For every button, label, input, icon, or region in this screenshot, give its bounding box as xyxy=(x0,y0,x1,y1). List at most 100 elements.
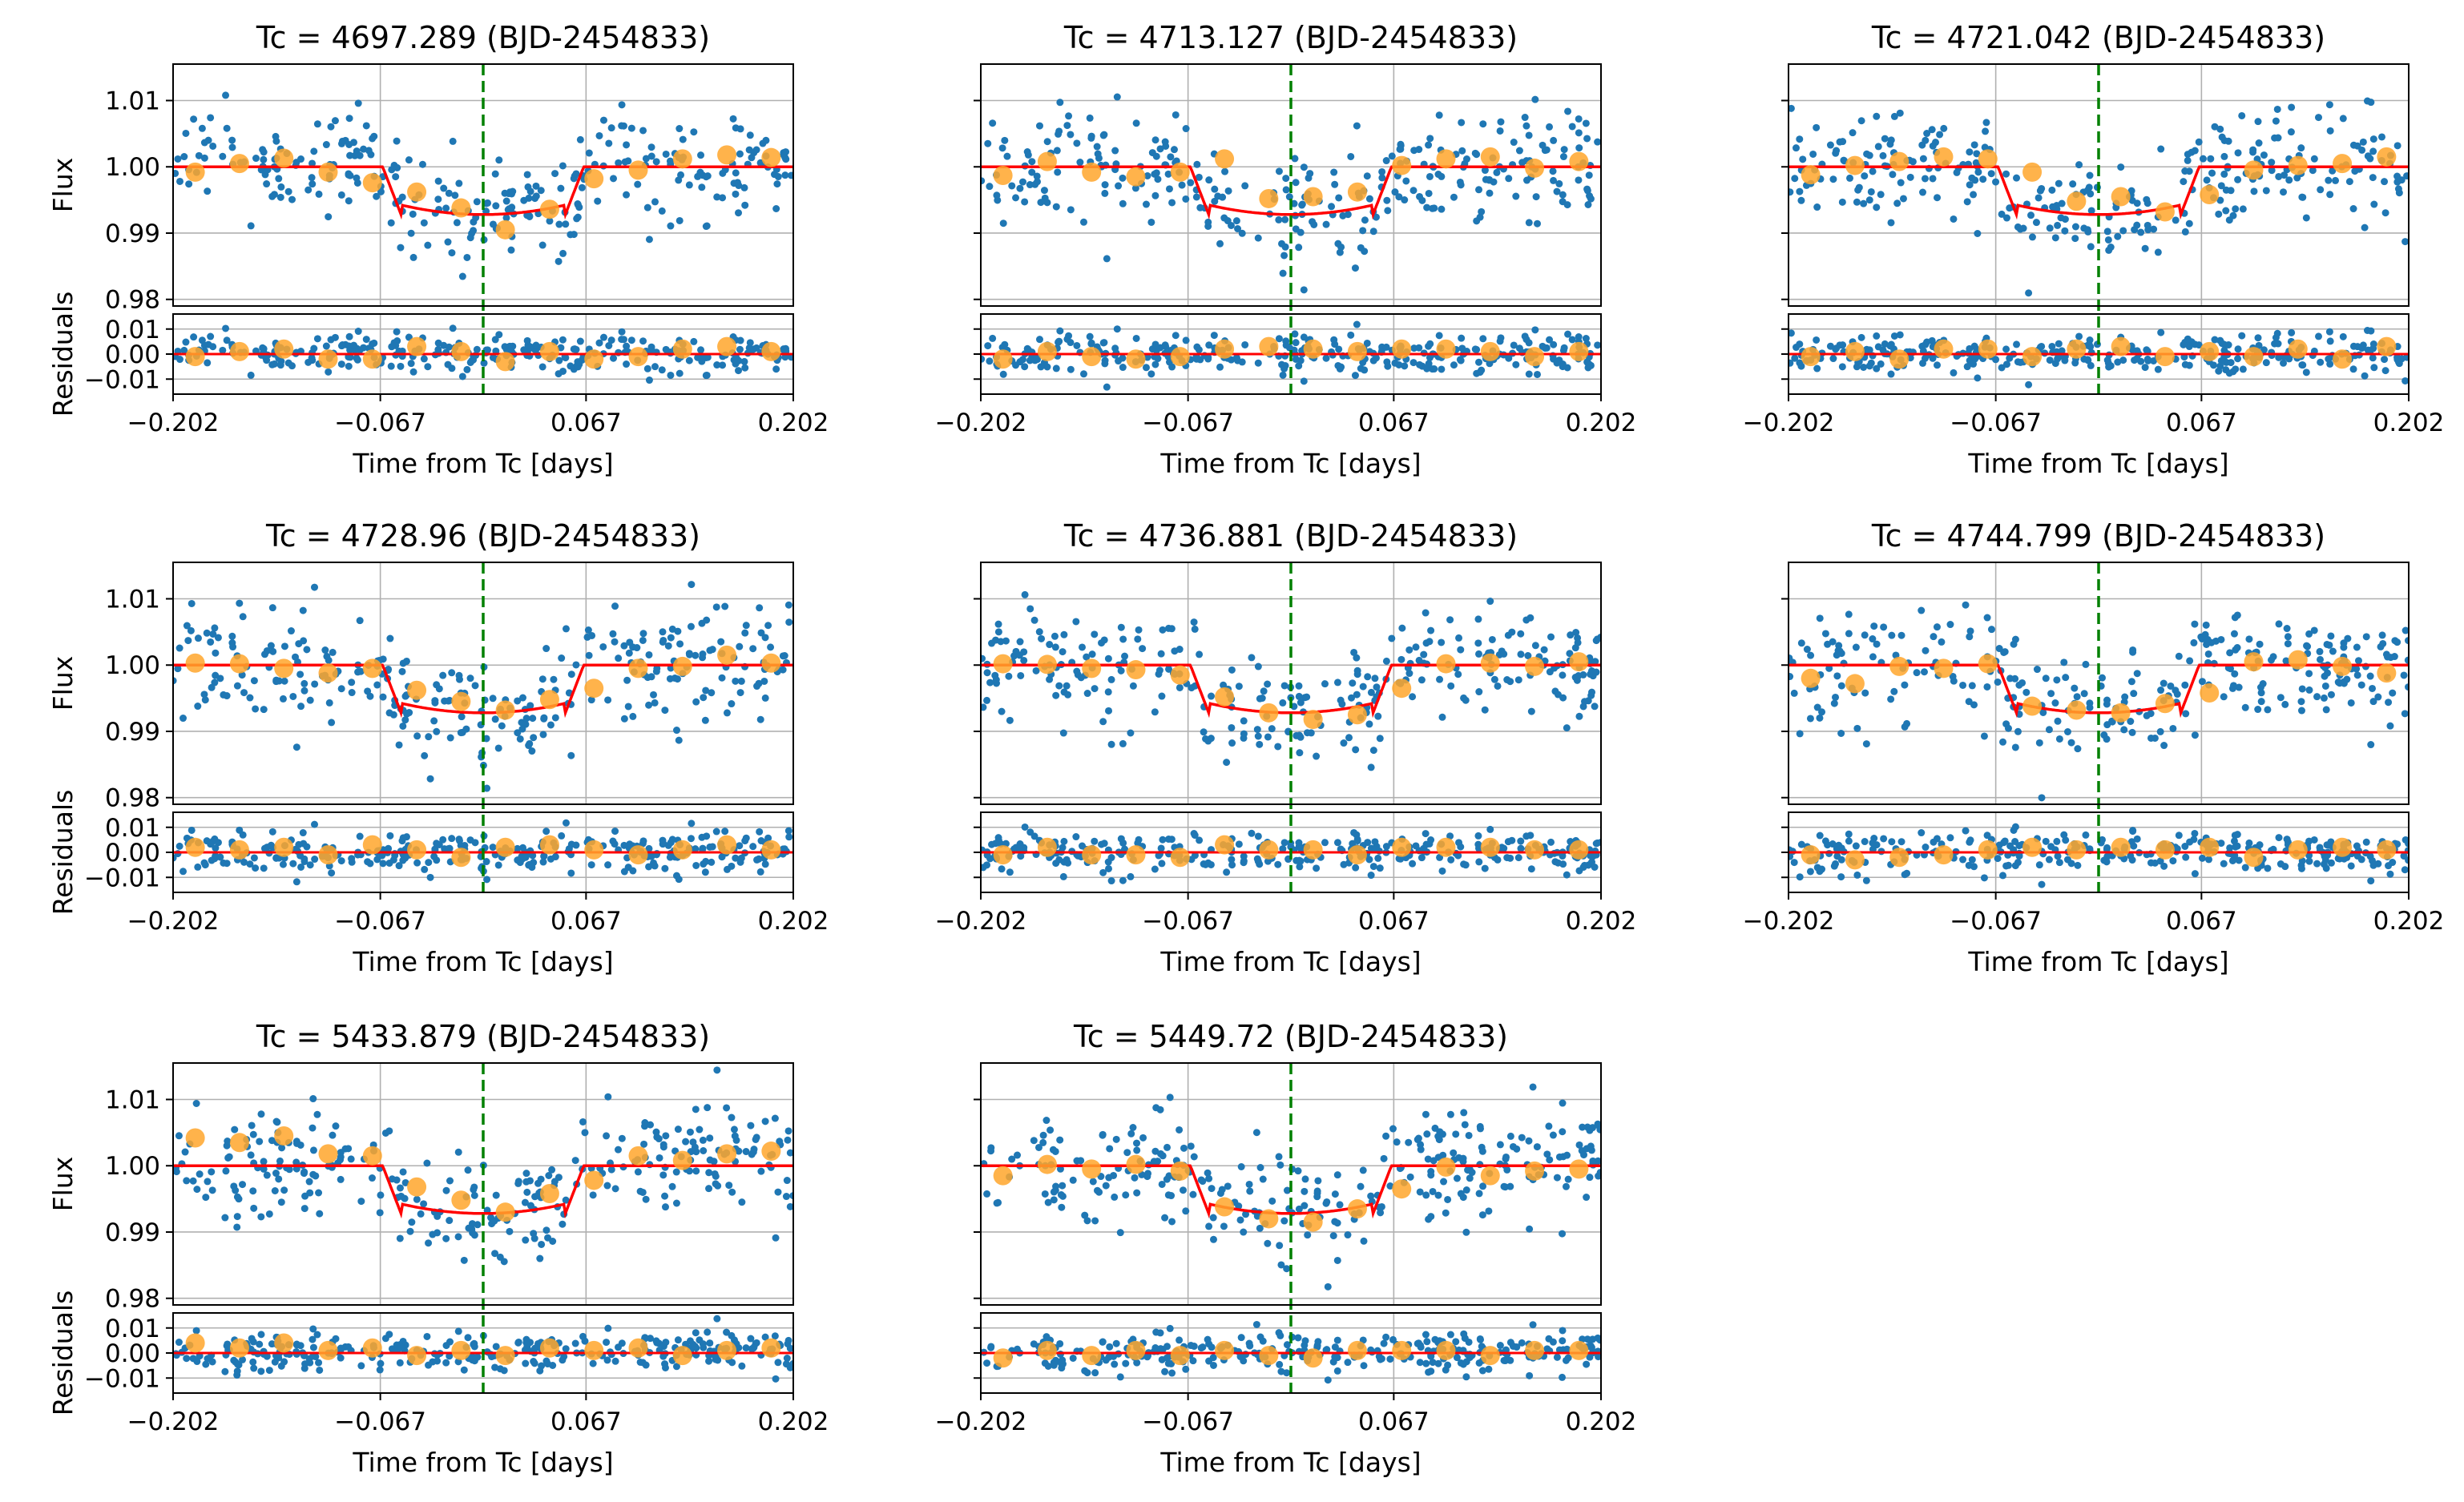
binned-residual-point xyxy=(1889,349,1909,369)
residual-data-point xyxy=(252,864,260,872)
residual-data-point xyxy=(536,1367,544,1375)
flux-data-point xyxy=(1282,186,1290,194)
flux-data-point xyxy=(260,1165,268,1173)
flux-data-point xyxy=(672,727,680,735)
residual-data-point xyxy=(1254,832,1262,840)
residual-data-point xyxy=(639,840,647,848)
residual-data-point xyxy=(2053,837,2061,845)
flux-data-point xyxy=(1473,217,1481,225)
flux-data-point xyxy=(1111,147,1119,155)
flux-data-point xyxy=(524,183,532,191)
binned-residual-point xyxy=(1126,845,1146,865)
flux-data-point xyxy=(353,179,361,187)
residual-data-point xyxy=(190,333,198,341)
flux-data-point xyxy=(329,648,337,656)
residual-data-point xyxy=(740,357,748,365)
flux-data-point xyxy=(1365,720,1373,728)
residual-data-point xyxy=(1818,865,1826,873)
residual-data-point xyxy=(315,1359,323,1367)
residual-data-point xyxy=(2385,862,2393,870)
flux-data-point xyxy=(719,194,727,202)
residual-data-point xyxy=(721,828,729,836)
x-tick-label: 0.202 xyxy=(758,409,829,437)
residual-data-point xyxy=(1055,338,1063,346)
flux-data-point xyxy=(2260,151,2268,159)
transit-panel-7: Tc = 5433.879 (BJD-2454833)0.980.991.001… xyxy=(47,1019,829,1478)
binned-flux-point xyxy=(672,1150,692,1170)
flux-data-point xyxy=(1300,286,1308,294)
residual-data-point xyxy=(1970,360,1978,368)
flux-data-point xyxy=(1331,1190,1339,1198)
residual-data-point xyxy=(1559,346,1567,354)
residual-data-point xyxy=(595,339,603,347)
flux-data-point xyxy=(1350,648,1358,656)
residual-data-point xyxy=(1418,854,1426,862)
residual-data-point xyxy=(1427,836,1435,844)
residual-data-point xyxy=(1514,854,1522,862)
residual-data-point xyxy=(480,359,488,367)
flux-data-point xyxy=(572,170,580,178)
flux-data-point xyxy=(1415,146,1423,154)
residual-data-point xyxy=(2129,828,2137,836)
flux-data-point xyxy=(193,1186,201,1194)
residual-data-point xyxy=(2181,843,2189,851)
flux-data-point xyxy=(1435,1136,1443,1144)
flux-data-point xyxy=(1382,157,1390,165)
residual-data-point xyxy=(1547,838,1555,846)
flux-data-point xyxy=(651,699,659,707)
residual-data-point xyxy=(1248,829,1256,837)
flux-data-point xyxy=(1179,1186,1187,1194)
flux-data-point xyxy=(1065,112,1073,120)
residual-data-point xyxy=(1962,827,1970,835)
binned-flux-point xyxy=(2022,162,2043,182)
residual-data-point xyxy=(645,377,653,385)
residual-data-point xyxy=(1504,838,1512,846)
flux-data-point xyxy=(276,193,284,201)
residual-data-point xyxy=(265,1367,273,1375)
flux-data-point xyxy=(2393,172,2401,180)
transit-panel-4: Tc = 4728.96 (BJD-2454833)0.980.991.001.… xyxy=(47,518,829,977)
flux-data-point xyxy=(2332,176,2340,184)
residual-data-point xyxy=(1521,332,1529,340)
flux-data-point xyxy=(756,604,764,612)
binned-flux-point xyxy=(628,160,648,180)
binned-residual-point xyxy=(2377,840,2397,860)
residual-data-point xyxy=(1374,854,1382,862)
residual-data-point xyxy=(2369,856,2377,864)
flux-data-point xyxy=(2039,708,2047,716)
flux-data-point xyxy=(2014,727,2022,735)
flux-data-point xyxy=(2054,717,2062,725)
residual-data-point xyxy=(1104,858,1112,866)
flux-tick-label: 0.98 xyxy=(105,784,160,813)
flux-data-point xyxy=(1966,627,1974,635)
flux-data-point xyxy=(471,682,479,690)
flux-data-point xyxy=(1435,111,1443,119)
flux-data-point xyxy=(1521,114,1529,122)
residual-data-point xyxy=(603,1339,611,1347)
binned-residual-point xyxy=(2111,837,2131,857)
flux-data-point xyxy=(465,1224,473,1232)
flux-data-point xyxy=(492,1191,500,1199)
residual-data-point xyxy=(1963,363,1971,371)
residual-data-point xyxy=(1100,840,1108,848)
residual-data-point xyxy=(647,343,655,351)
flux-data-point xyxy=(522,1236,530,1244)
flux-data-point xyxy=(454,1148,462,1156)
residual-data-point xyxy=(639,337,647,345)
flux-data-point xyxy=(1365,195,1373,203)
residual-data-point xyxy=(306,1359,314,1367)
residual-data-point xyxy=(2010,826,2018,834)
x-tick-label: 0.202 xyxy=(758,1407,829,1436)
flux-data-point xyxy=(260,155,268,163)
flux-data-point xyxy=(2273,105,2281,113)
flux-data-point xyxy=(2058,199,2066,207)
residual-data-point xyxy=(2369,354,2377,362)
residual-data-point xyxy=(1155,852,1163,860)
residual-data-point xyxy=(1382,843,1390,851)
flux-data-point xyxy=(781,171,789,179)
residual-data-point xyxy=(1873,364,1881,372)
flux-data-point xyxy=(491,170,499,178)
flux-data-point xyxy=(269,647,277,655)
flux-data-point xyxy=(620,642,628,650)
x-axis-label: Time from Tc [days] xyxy=(1967,448,2228,479)
